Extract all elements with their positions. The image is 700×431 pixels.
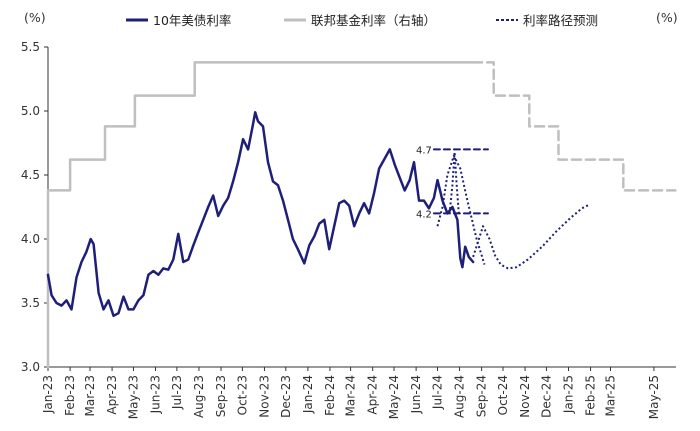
x-tick-label: Nov-23 xyxy=(257,375,271,418)
y-tick-label: 5.5 xyxy=(21,40,40,54)
forecast-path-line xyxy=(472,203,591,270)
x-tick-label: Mar-24 xyxy=(344,375,358,416)
x-tick-label: Mar-25 xyxy=(603,375,617,416)
fed-funds-projected-line xyxy=(471,61,677,192)
x-tick-label: May-24 xyxy=(387,375,401,419)
x-tick-label: Jan-23 xyxy=(41,375,55,414)
left-axis-unit: (%) xyxy=(24,10,46,25)
y-tick-label: 3.0 xyxy=(21,360,40,374)
x-tick-label: Jul-24 xyxy=(430,375,444,410)
annotation-label: 4.2 xyxy=(416,209,432,220)
plot-area: 3.0 3.5 4.0 4.5 5.0 5.5 Jan-23 Feb-23 Mar-23 Apr-… xyxy=(21,40,677,419)
y-tick-label: 4.5 xyxy=(21,168,40,182)
forecast-path-line xyxy=(448,151,460,214)
legend-label-treasury: 10年美债利率 xyxy=(153,13,231,28)
x-tick-label: Jun-24 xyxy=(409,375,423,414)
legend-label-forecast: 利率路径预测 xyxy=(523,13,598,28)
legend-label-fed-funds: 联邦基金利率（右轴） xyxy=(311,13,436,28)
x-tick-label: Nov-24 xyxy=(518,375,532,418)
x-tick-label: Feb-24 xyxy=(323,375,337,416)
x-tick-label: Jan-24 xyxy=(301,375,315,414)
x-tick-label: Feb-25 xyxy=(584,375,598,416)
legend: 10年美债利率 联邦基金利率（右轴） 利率路径预测 xyxy=(126,13,598,28)
x-tick-label: Jun-23 xyxy=(149,375,163,414)
y-tick-label: 3.5 xyxy=(21,296,40,310)
x-tick-label: Oct-24 xyxy=(496,375,510,415)
y-tick-label: 4.0 xyxy=(21,232,40,246)
x-tick-label: May-23 xyxy=(126,375,140,419)
x-tick-label: Mar-23 xyxy=(83,375,97,416)
x-tick-label: Jan-25 xyxy=(561,375,575,414)
x-tick-label: Apr-24 xyxy=(366,375,380,415)
right-axis-unit: (%) xyxy=(656,10,678,25)
x-tick-label: Dec-24 xyxy=(539,375,553,418)
y-tick-label: 5.0 xyxy=(21,104,40,118)
annotation-label: 4.7 xyxy=(416,145,432,156)
x-tick-label: Aug-24 xyxy=(453,375,467,418)
fed-funds-rate-line xyxy=(46,61,475,369)
x-tick-label: Sep-24 xyxy=(475,375,489,417)
treasury-10y-line xyxy=(46,111,475,318)
x-tick-label: Aug-23 xyxy=(192,375,206,418)
x-tick-label: Jul-23 xyxy=(170,375,184,410)
x-tick-label: Sep-23 xyxy=(214,375,228,417)
x-tick-label: Dec-23 xyxy=(279,375,293,418)
x-tick-label: Feb-23 xyxy=(63,375,77,416)
x-tick-label: Oct-23 xyxy=(235,375,249,415)
x-tick-label: Apr-23 xyxy=(105,375,119,415)
x-tick-label: May-25 xyxy=(647,375,661,419)
forecast-path-line xyxy=(436,154,486,265)
